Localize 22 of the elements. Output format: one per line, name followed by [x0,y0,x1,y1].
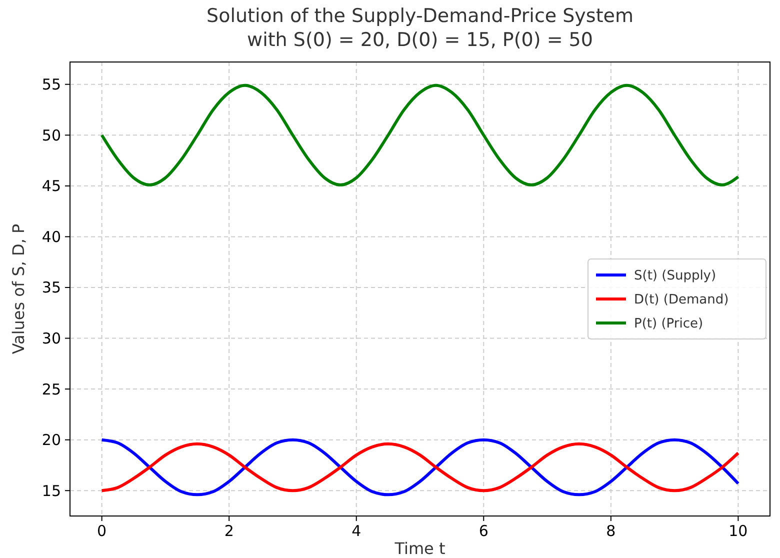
x-tick-label: 6 [478,522,488,540]
y-axis-title: Values of S, D, P [9,223,28,354]
y-tick-label: 40 [42,228,61,246]
line-series [100,84,740,186]
legend-label: P(t) (Price) [634,316,704,332]
x-tick-label: 10 [728,522,748,540]
x-axis-title: Time t [394,539,446,558]
x-tick-label: 4 [352,522,362,540]
y-tick-label: 25 [42,380,61,398]
y-tick-label: 15 [42,482,61,500]
x-tick-label: 0 [97,522,107,540]
y-tick-label: 20 [42,431,61,450]
y-tick-label: 45 [42,177,61,196]
y-tick-label: 35 [42,278,61,297]
y-tick-label: 50 [42,126,61,144]
y-tick-label: 30 [42,330,61,348]
x-tick-label: 2 [224,522,234,540]
chart-title: Solution of the Supply-Demand-Price System with S(0) = 20, D(0) = 15, P(0) = 50 [206,5,634,51]
x-tick-label: 8 [606,522,616,540]
legend-label: D(t) (Demand) [634,292,729,308]
legend-label: S(t) (Supply) [634,268,716,284]
y-tick-label: 55 [42,76,61,94]
